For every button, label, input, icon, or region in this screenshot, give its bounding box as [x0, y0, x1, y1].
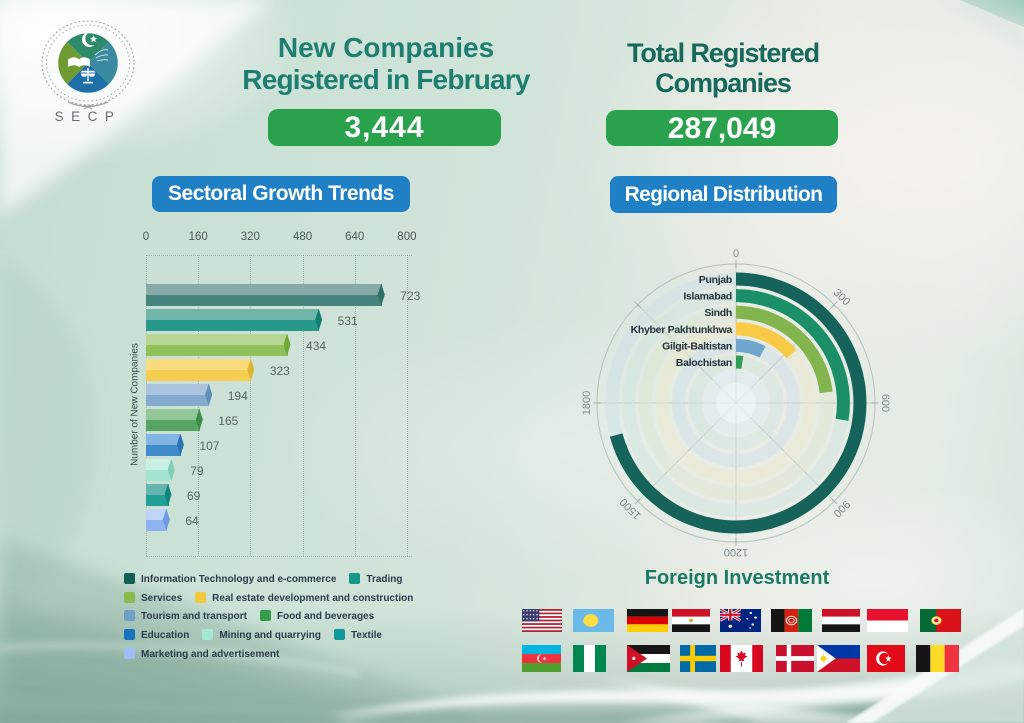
svg-text:Islamabad: Islamabad [683, 291, 732, 303]
svg-text:SECP: SECP [55, 109, 122, 124]
svg-text:Sindh: Sindh [704, 307, 732, 319]
svg-text:Punjab: Punjab [699, 274, 732, 286]
svg-text:Balochistan: Balochistan [676, 357, 732, 369]
svg-text:0: 0 [733, 248, 739, 260]
svg-text:Khyber Pakhtunkhwa: Khyber Pakhtunkhwa [631, 324, 733, 336]
svg-text:1800: 1800 [581, 391, 593, 415]
svg-text:600: 600 [879, 394, 891, 412]
svg-text:1200: 1200 [724, 546, 748, 558]
svg-text:Gilgit-Baltistan: Gilgit-Baltistan [662, 340, 732, 352]
